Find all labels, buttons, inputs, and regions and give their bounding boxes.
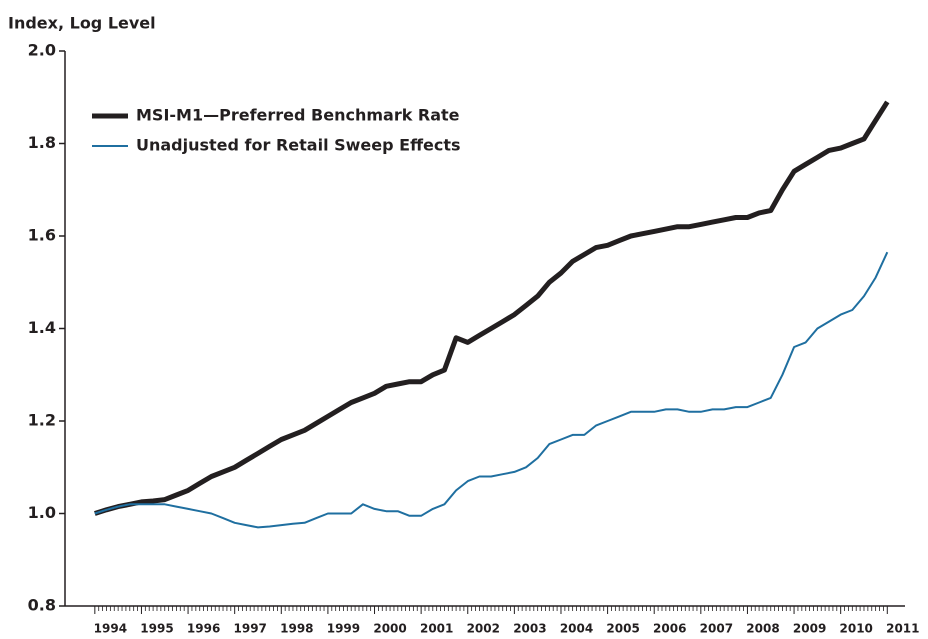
x-tick-label: 1996 (187, 622, 220, 636)
x-tick-label: 1994 (94, 622, 127, 636)
y-axis-label: Index, Log Level (8, 14, 156, 33)
y-tick-label: 1.8 (28, 133, 56, 152)
y-tick-label: 1.0 (28, 503, 56, 522)
y-tick-label: 1.6 (28, 226, 56, 245)
x-tick-label: 2000 (373, 622, 406, 636)
y-tick-label: 2.0 (28, 41, 56, 60)
series-line (94, 100, 890, 516)
legend-label: MSI-M1—Preferred Benchmark Rate (136, 106, 460, 125)
x-tick-label: 2010 (840, 622, 873, 636)
x-tick-label: 2002 (467, 622, 500, 636)
x-tick-label: 1995 (140, 622, 173, 636)
x-tick-label: 2004 (560, 622, 593, 636)
x-tick-label: 1999 (327, 622, 360, 636)
x-tick-label: 2006 (653, 622, 686, 636)
y-tick-label: 1.4 (28, 318, 56, 337)
x-tick-label: 2001 (420, 622, 453, 636)
x-tick-label: 2003 (513, 622, 546, 636)
y-tick-label: 0.8 (28, 596, 56, 615)
legend-label: Unadjusted for Retail Sweep Effects (136, 136, 461, 155)
x-tick-label: 1997 (234, 622, 267, 636)
x-tick-label: 2005 (606, 622, 639, 636)
x-tick-label: 2008 (746, 622, 779, 636)
series-line (94, 251, 889, 529)
x-tick-label: 2007 (700, 622, 733, 636)
y-tick-label: 1.2 (28, 411, 56, 430)
x-tick-label: 1998 (280, 622, 313, 636)
x-tick-label: 2011 (886, 622, 919, 636)
x-tick-label: 2009 (793, 622, 826, 636)
